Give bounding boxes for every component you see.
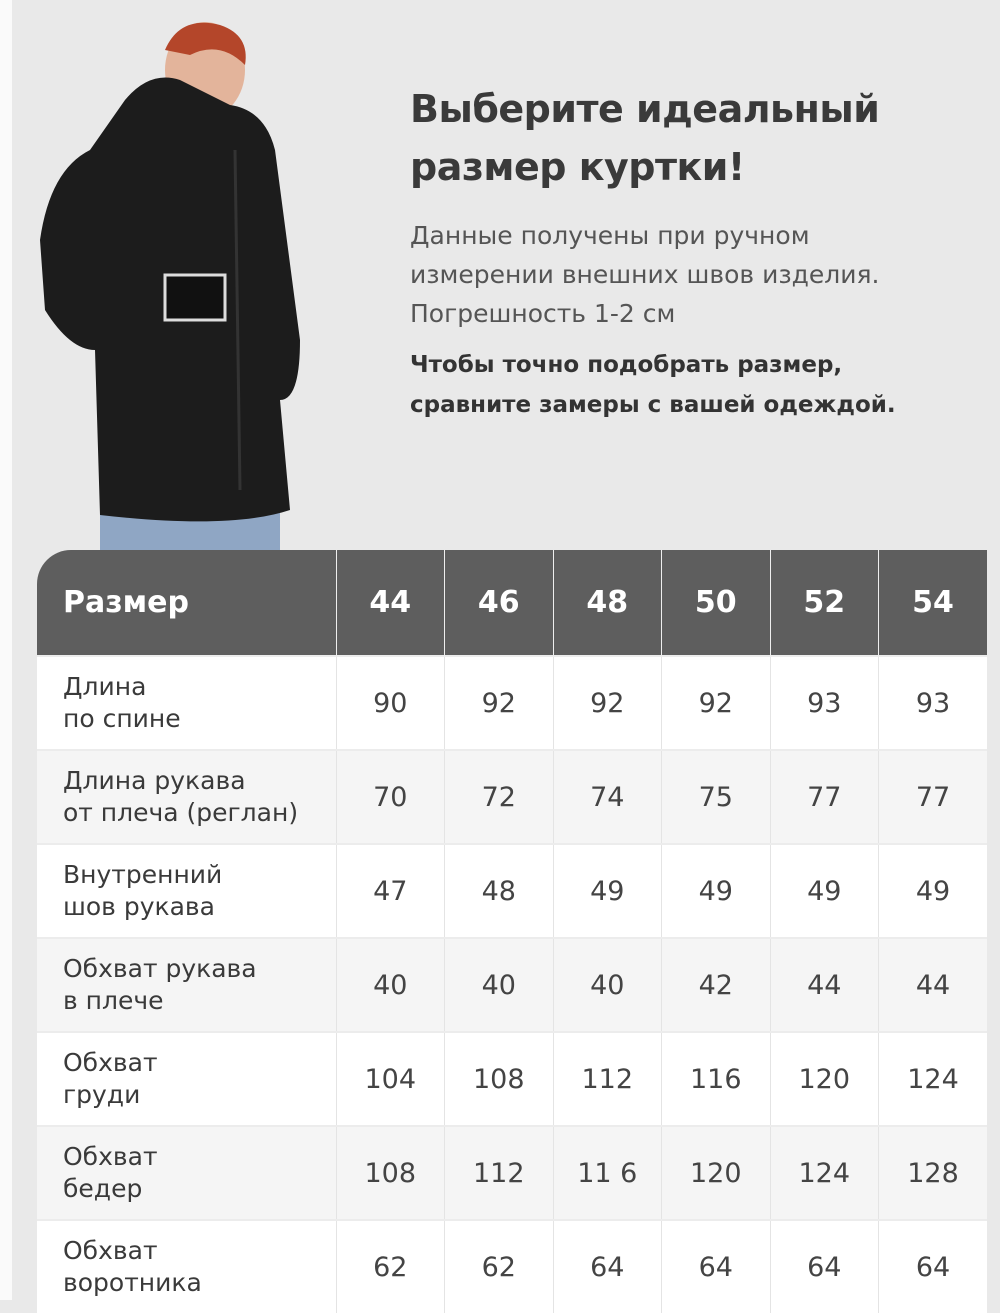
measurement-cell: 124 (769, 1125, 879, 1220)
measurement-cell: 93 (769, 655, 879, 750)
table-row: Длина по спине 90 92 92 92 93 93 (37, 655, 987, 750)
measurement-cell: 90 (335, 655, 445, 750)
measurement-cell: 62 (335, 1219, 445, 1313)
measurement-cell: 92 (552, 655, 662, 750)
measurement-cell: 48 (444, 843, 553, 938)
table-row: Обхват воротника 62 62 64 64 64 64 (37, 1219, 987, 1313)
row-label-line: Обхват (63, 1236, 158, 1265)
description: Данные получены при ручном измерении вне… (410, 216, 880, 333)
measurement-cell: 64 (661, 1219, 770, 1313)
row-label-line: Обхват (63, 1048, 158, 1077)
table-row: Длина рукава от плеча (реглан) 70 72 74 75 77 7… (37, 749, 987, 844)
measurement-cell: 47 (335, 843, 445, 938)
measurement-cell: 77 (878, 749, 987, 844)
row-label: Обхват воротника (37, 1219, 336, 1313)
measurement-cell: 72 (444, 749, 553, 844)
page-title: Выберите идеальный размер куртки! (410, 80, 880, 196)
description-line: Погрешность 1-2 см (410, 299, 676, 328)
model-jacket-image (40, 22, 300, 550)
size-header: 46 (444, 550, 553, 656)
size-table: Размер 44 46 48 50 52 54 Длина по спине 90 92 92 9… (37, 550, 987, 1313)
row-label-line: груди (63, 1080, 141, 1109)
measurement-cell: 64 (769, 1219, 879, 1313)
table-row: Обхват груди 104 108 112 116 120 124 (37, 1031, 987, 1126)
row-label-line: Обхват рукава (63, 954, 257, 983)
measurement-cell: 124 (878, 1031, 987, 1126)
measurement-cell: 64 (552, 1219, 662, 1313)
measurement-cell: 112 (552, 1031, 662, 1126)
header-row: Размер 44 46 48 50 52 54 (37, 550, 987, 656)
title-line: Выберите идеальный (410, 87, 880, 131)
hair (165, 22, 246, 65)
title-line: размер куртки! (410, 145, 745, 189)
measurement-cell: 120 (769, 1031, 879, 1126)
pocket (163, 273, 227, 322)
measurement-cell: 128 (878, 1125, 987, 1220)
header-label: Размер (37, 550, 336, 656)
row-label-line: Внутренний (63, 860, 223, 889)
measurement-cell: 104 (335, 1031, 445, 1126)
measurement-cell: 44 (878, 937, 987, 1032)
measurement-cell: 112 (444, 1125, 553, 1220)
size-header: 50 (661, 550, 770, 656)
row-label-line: воротника (63, 1268, 202, 1297)
measurement-cell: 40 (444, 937, 553, 1032)
table-row: Обхват рукава в плече 40 40 40 42 44 44 (37, 937, 987, 1032)
measurement-cell: 11 6 (552, 1125, 662, 1220)
size-header: 54 (878, 550, 987, 656)
row-label-line: от плеча (реглан) (63, 798, 299, 827)
measurement-cell: 92 (444, 655, 553, 750)
row-label: Обхват бедер (37, 1125, 336, 1220)
row-label: Внутренний шов рукава (37, 843, 336, 938)
measurement-cell: 40 (552, 937, 662, 1032)
measurement-cell: 62 (444, 1219, 553, 1313)
table-row: Обхват бедер 108 112 11 6 120 124 128 (37, 1125, 987, 1220)
row-label-line: Обхват (63, 1142, 158, 1171)
measurement-cell: 64 (878, 1219, 987, 1313)
size-header: 52 (769, 550, 879, 656)
row-label-line: шов рукава (63, 892, 215, 921)
measurement-cell: 77 (769, 749, 879, 844)
size-header: 48 (552, 550, 662, 656)
measurement-cell: 108 (335, 1125, 445, 1220)
measurement-cell: 49 (878, 843, 987, 938)
row-label: Длина по спине (37, 655, 336, 750)
measurement-cell: 44 (769, 937, 879, 1032)
description-line: измерении внешних швов изделия. (410, 260, 880, 289)
left-edge (0, 0, 12, 1300)
description-line: Данные получены при ручном (410, 221, 810, 250)
measurement-cell: 75 (661, 749, 770, 844)
row-label-line: по спине (63, 704, 181, 733)
row-label: Обхват груди (37, 1031, 336, 1126)
measurement-cell: 49 (661, 843, 770, 938)
measurement-cell: 93 (878, 655, 987, 750)
measurement-cell: 108 (444, 1031, 553, 1126)
note: Чтобы точно подобрать размер, сравните з… (410, 345, 896, 425)
measurement-cell: 74 (552, 749, 662, 844)
measurement-cell: 120 (661, 1125, 770, 1220)
row-label: Обхват рукава в плече (37, 937, 336, 1032)
row-label: Длина рукава от плеча (реглан) (37, 749, 336, 844)
row-label-line: в плече (63, 986, 164, 1015)
note-line: сравните замеры с вашей одеждой. (410, 392, 896, 418)
row-label-line: Длина рукава (63, 766, 246, 795)
table-row: Внутренний шов рукава 47 48 49 49 49 49 (37, 843, 987, 938)
size-header: 44 (335, 550, 445, 656)
measurement-cell: 49 (552, 843, 662, 938)
note-line: Чтобы точно подобрать размер, (410, 352, 843, 378)
measurement-cell: 40 (335, 937, 445, 1032)
row-label-line: Длина (63, 672, 147, 701)
measurement-cell: 49 (769, 843, 879, 938)
measurement-cell: 70 (335, 749, 445, 844)
measurement-cell: 42 (661, 937, 770, 1032)
measurement-cell: 92 (661, 655, 770, 750)
measurement-cell: 116 (661, 1031, 770, 1126)
row-label-line: бедер (63, 1174, 143, 1203)
